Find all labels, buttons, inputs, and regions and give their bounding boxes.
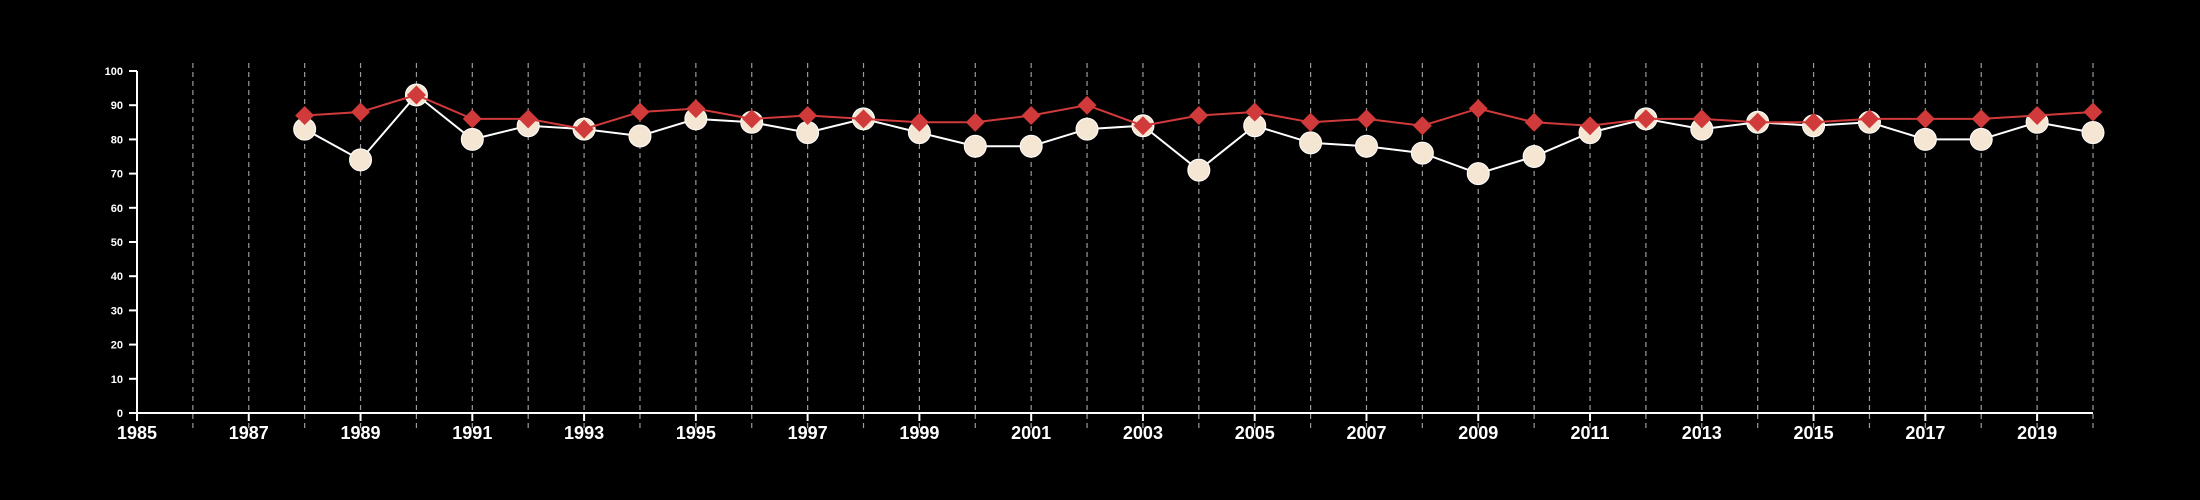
y-tick-label: 40 xyxy=(111,271,123,283)
data-point xyxy=(1692,109,1712,129)
y-tick-label: 80 xyxy=(111,134,123,146)
data-point xyxy=(1354,134,1378,158)
x-tick-label: 1999 xyxy=(899,423,939,443)
x-tick-label: 2009 xyxy=(1458,423,1498,443)
data-point xyxy=(1522,145,1546,168)
x-tick-label: 2015 xyxy=(1794,423,1834,443)
data-point xyxy=(686,99,706,119)
data-point xyxy=(1915,109,1935,129)
y-tick-label: 100 xyxy=(105,66,123,78)
x-tick-label: 1993 xyxy=(564,423,604,443)
data-point xyxy=(1301,112,1321,132)
series-group xyxy=(293,83,2105,186)
data-point xyxy=(1466,162,1490,186)
diamond-series xyxy=(295,85,2103,139)
vertical-grid xyxy=(192,63,2094,431)
data-point xyxy=(1356,109,1376,129)
data-point xyxy=(351,102,371,122)
data-point xyxy=(295,105,315,125)
data-point xyxy=(1019,134,1043,158)
y-tick-label: 50 xyxy=(111,237,123,249)
data-point xyxy=(1859,109,1879,129)
data-point xyxy=(1971,109,1991,129)
data-point xyxy=(1580,116,1600,136)
x-tick-label: 1997 xyxy=(788,423,828,443)
data-point xyxy=(798,105,818,125)
x-tick-label: 2019 xyxy=(2017,423,2057,443)
data-point xyxy=(909,112,929,132)
data-point xyxy=(1412,116,1432,136)
x-tick-label: 1987 xyxy=(229,423,269,443)
data-point xyxy=(462,109,482,129)
data-point xyxy=(628,124,652,148)
data-point xyxy=(1189,105,1209,125)
data-point xyxy=(2081,121,2105,145)
data-point xyxy=(1075,117,1099,141)
data-point xyxy=(1748,112,1768,132)
y-tick-label: 70 xyxy=(111,169,123,181)
y-tick-label: 20 xyxy=(111,340,123,352)
data-point xyxy=(1187,158,1211,182)
data-point xyxy=(1913,127,1937,151)
data-point xyxy=(2027,105,2047,125)
data-point xyxy=(1524,112,1544,132)
x-tick-label: 1991 xyxy=(452,423,492,443)
data-point xyxy=(742,109,762,129)
data-point xyxy=(518,109,538,129)
data-point xyxy=(1245,102,1265,122)
y-tick-label: 60 xyxy=(111,203,123,215)
y-tick-label: 90 xyxy=(111,100,123,112)
data-point xyxy=(854,109,874,129)
data-point xyxy=(630,102,650,122)
data-point xyxy=(574,119,594,139)
data-point xyxy=(1804,112,1824,132)
data-point xyxy=(1969,127,1993,151)
y-tick-label: 0 xyxy=(117,408,123,420)
data-point xyxy=(963,134,987,158)
data-point xyxy=(965,112,985,132)
x-tick-label: 2005 xyxy=(1235,423,1275,443)
data-point xyxy=(2083,102,2103,122)
x-tick-label: 2007 xyxy=(1346,423,1386,443)
x-tick-label: 2001 xyxy=(1011,423,1051,443)
x-tick-label: 1989 xyxy=(341,423,381,443)
data-point xyxy=(406,85,426,105)
axes: 0 10 20 30 40 50 60 70 80 90 100 1985 1987 1989 1991 19… xyxy=(105,66,2093,443)
data-point xyxy=(1077,95,1097,115)
data-point xyxy=(1468,99,1488,119)
data-point xyxy=(349,148,373,172)
data-point xyxy=(1299,131,1323,155)
y-tick-label: 10 xyxy=(111,374,123,386)
y-tick-label: 30 xyxy=(111,305,123,317)
x-tick-label: 2003 xyxy=(1123,423,1163,443)
x-tick-label: 1995 xyxy=(676,423,716,443)
data-point xyxy=(1021,105,1041,125)
x-tick-label: 2011 xyxy=(1570,423,1609,443)
x-tick-label: 1985 xyxy=(117,423,157,443)
x-tick-label: 2013 xyxy=(1682,423,1722,443)
data-point xyxy=(460,127,484,151)
x-tick-label: 2017 xyxy=(1905,423,1945,443)
data-point xyxy=(1410,141,1434,165)
data-point xyxy=(1133,116,1153,136)
data-point xyxy=(1636,109,1656,129)
